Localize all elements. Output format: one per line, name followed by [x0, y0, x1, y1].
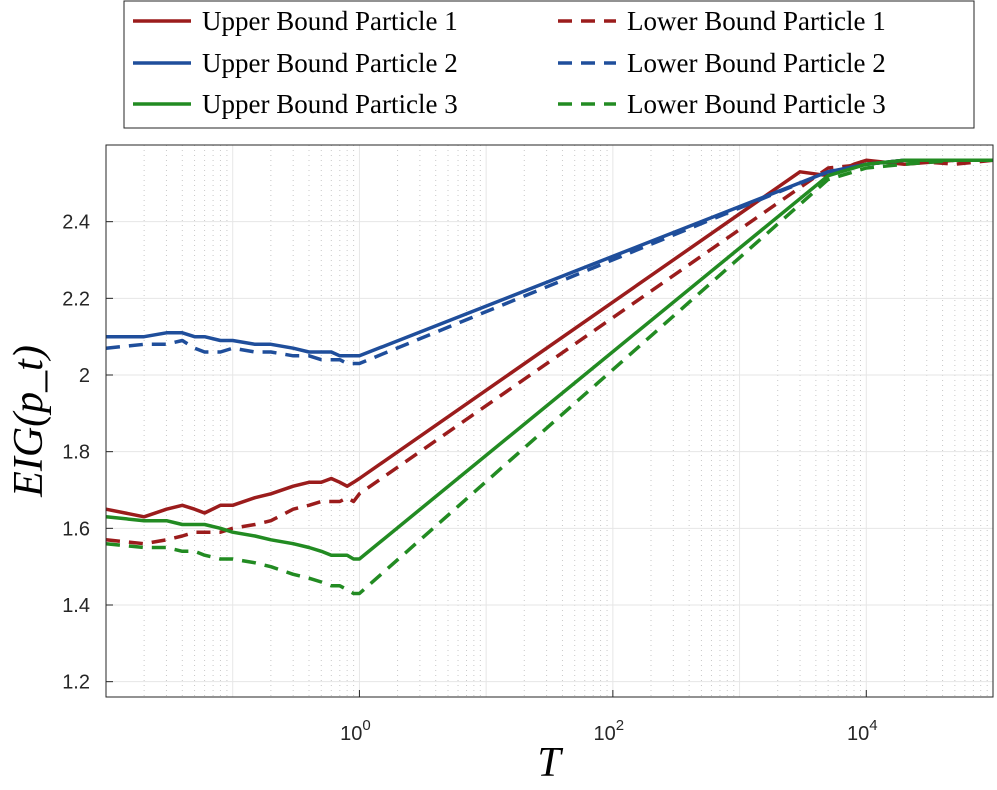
legend-label: Lower Bound Particle 2	[627, 48, 886, 78]
legend-label: Upper Bound Particle 3	[202, 89, 458, 119]
y-tick-label: 2.4	[62, 212, 90, 234]
y-tick-label: 2	[79, 365, 90, 387]
y-tick-label: 1.2	[62, 672, 90, 694]
plot-area	[106, 145, 993, 697]
legend-label: Upper Bound Particle 2	[202, 48, 458, 78]
y-tick-label: 2.2	[62, 288, 90, 310]
plot-frame	[105, 144, 994, 698]
x-tick-label: 100	[340, 717, 371, 745]
series-layer	[105, 158, 994, 596]
legend-box	[123, 0, 975, 129]
legend-label: Lower Bound Particle 1	[627, 6, 886, 36]
series-line	[105, 158, 993, 596]
x-axis-title: T	[537, 740, 563, 786]
y-tick-label: 1.4	[62, 595, 90, 617]
series-line	[105, 158, 993, 561]
x-tick-label: 102	[594, 717, 625, 745]
legend-label: Lower Bound Particle 3	[627, 89, 886, 119]
y-axis-title: EIG(p_t)	[6, 345, 52, 498]
x-tick-label: 104	[847, 717, 878, 745]
legend-label: Upper Bound Particle 1	[202, 6, 458, 36]
grid-lines	[105, 145, 994, 697]
series-line	[105, 158, 993, 366]
legend-items: Upper Bound Particle 1 Lower Bound Partic…	[133, 6, 886, 119]
legend: Upper Bound Particle 1 Lower Bound Partic…	[123, 0, 975, 129]
series-line	[105, 158, 994, 546]
y-tick-label: 1.8	[62, 442, 90, 464]
axis-ticks: 1.2 1.4 1.6 1.8 2 2.2 2.4 100 102 104	[62, 212, 877, 745]
series-line	[106, 158, 993, 358]
y-axis-title-group: EIG(p_t)	[6, 345, 52, 498]
y-tick-label: 1.6	[62, 518, 90, 540]
